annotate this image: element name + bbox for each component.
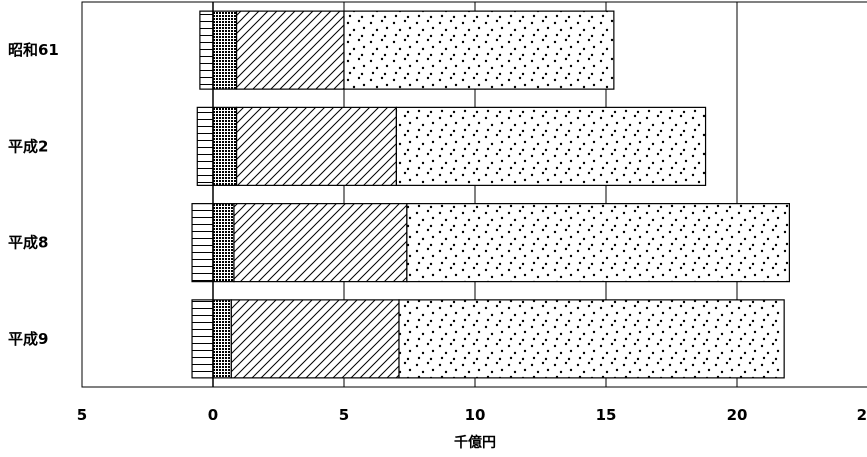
bar-segment-horizontal-lines <box>196 106 214 186</box>
x-tick-label: 20 <box>727 406 748 424</box>
bar-segment-dense-dots <box>212 106 238 186</box>
bar-segment-diagonal-hatch <box>235 106 398 186</box>
x-tick-label: 0 <box>208 406 218 424</box>
category-labels: 昭和61 平成2 平成8 平成9 <box>8 41 59 348</box>
bar-segment-horizontal-lines <box>191 299 214 379</box>
category-label: 平成9 <box>8 330 48 348</box>
x-tick-label: 2 <box>857 406 867 424</box>
x-tick-label: 15 <box>596 406 617 424</box>
x-tick-label: 5 <box>339 406 349 424</box>
bar-segment-sparse-dots <box>343 10 615 90</box>
bar-segment-sparse-dots <box>406 203 790 283</box>
bar-segment-dense-dots <box>212 203 235 283</box>
bar-segment-diagonal-hatch <box>235 10 345 90</box>
x-tick-label: 10 <box>465 406 486 424</box>
plot-frame <box>81 1 867 388</box>
category-label: 平成8 <box>8 234 48 252</box>
x-tick-label: 5 <box>77 406 87 424</box>
bars <box>191 10 790 379</box>
bar-segment-sparse-dots <box>398 299 785 379</box>
x-tick-labels: 5 0 5 10 15 20 2 <box>77 406 867 424</box>
bar-segment-horizontal-lines <box>199 10 214 90</box>
category-label: 昭和61 <box>8 41 59 59</box>
bar-segment-dense-dots <box>212 10 238 90</box>
bar-segment-diagonal-hatch <box>230 299 400 379</box>
x-axis-label: 千億円 <box>454 434 496 451</box>
bar-segment-dense-dots <box>212 299 232 379</box>
bar-segment-diagonal-hatch <box>233 203 408 283</box>
bar-segment-horizontal-lines <box>191 203 214 283</box>
category-label: 平成2 <box>8 137 48 155</box>
bar-segment-sparse-dots <box>395 106 707 186</box>
